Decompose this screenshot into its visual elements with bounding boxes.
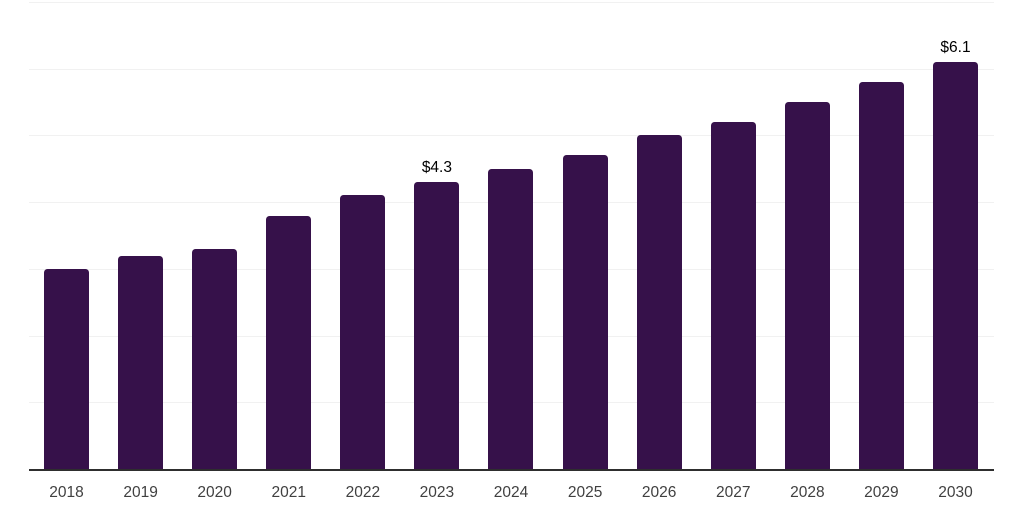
bar-2022 <box>340 195 386 469</box>
x-tick-label-2025: 2025 <box>567 484 603 501</box>
x-tick-label-2018: 2018 <box>49 484 84 501</box>
x-tick-label-2022: 2022 <box>345 484 381 501</box>
bar-2027 <box>710 122 756 469</box>
x-tick-label-2020: 2020 <box>197 484 232 501</box>
bar-2028 <box>784 102 830 469</box>
x-tick-label-2021: 2021 <box>271 484 306 501</box>
x-tick-label-2029: 2029 <box>864 484 899 501</box>
bar-2018 <box>44 268 89 469</box>
x-tick-label-2028: 2028 <box>790 484 825 501</box>
x-tick-label-2019: 2019 <box>123 484 158 501</box>
x-tick-label-2027: 2027 <box>715 484 751 501</box>
bar-2020 <box>192 248 238 469</box>
bar-2023 <box>414 182 460 469</box>
data-label-2030: $6.1 <box>940 39 971 57</box>
gridline <box>29 68 994 70</box>
x-axis-line <box>29 469 994 471</box>
bar-2019 <box>118 255 164 469</box>
plot-area: $4.3 $6.1 <box>29 2 994 471</box>
x-tick-label-2023: 2023 <box>419 484 455 501</box>
bar-2021 <box>266 215 312 469</box>
bar-2024 <box>488 168 534 469</box>
x-tick-label-2026: 2026 <box>641 484 677 501</box>
bar-2029 <box>858 82 904 469</box>
bar-2026 <box>636 135 682 469</box>
bar-2025 <box>562 155 608 469</box>
bar-2030 <box>932 62 978 469</box>
x-tick-label-2024: 2024 <box>493 484 529 501</box>
gridline <box>29 2 994 3</box>
x-tick-label-2030: 2030 <box>938 484 973 501</box>
data-label-2023: $4.3 <box>421 159 452 177</box>
gridline <box>29 135 994 137</box>
